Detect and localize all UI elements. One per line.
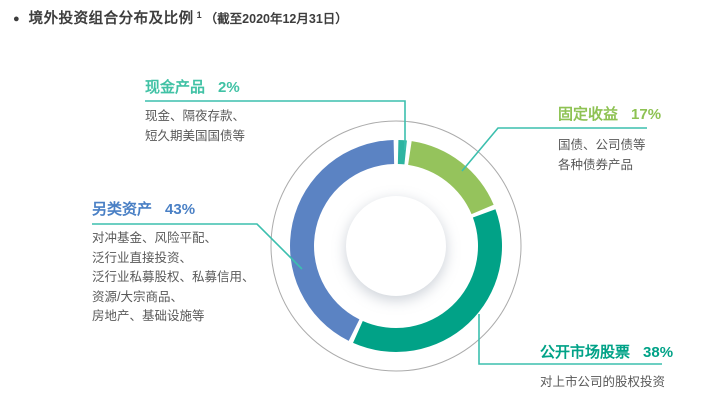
leader-line-cash [145, 100, 406, 150]
callout-public-equities-percent: 38% [643, 344, 674, 361]
callout-public-equities-label: 公开市场股票 38% [540, 341, 673, 362]
description-line: 资源/大宗商品、 [92, 289, 183, 304]
description-line: 各种债券产品 [558, 158, 634, 172]
callout-public-equities: 公开市场股票 38% 对上市公司的股权投资 [540, 341, 673, 392]
callout-alternatives-percent: 43% [165, 201, 196, 218]
description-line: 房地产、基础设施等 [92, 309, 205, 323]
description-line: 泛行业直接投资、 [92, 250, 193, 265]
donut-segments [290, 140, 503, 353]
callout-cash-label: 现金产品 2% [145, 76, 245, 97]
callout-cash-name: 现金产品 [145, 79, 206, 96]
bullet-icon: ● [13, 13, 20, 25]
callout-fixed-income-name: 固定收益 [558, 106, 619, 123]
section-title-date: （截至2020年12月31日） [204, 12, 348, 26]
callout-alternatives-label: 另类资产 43% [92, 198, 255, 219]
leader-line-alternatives [92, 223, 303, 270]
description-line: 现金、隔夜存款、 [145, 109, 246, 123]
leader-line-fixed-income [461, 127, 647, 172]
section-title: ● 境外投资组合分布及比例 1 （截至2020年12月31日） [13, 10, 348, 28]
donut-segment-public-market-equities [353, 209, 503, 353]
callout-public-equities-description: 对上市公司的股权投资 [540, 372, 673, 392]
description-line: 泛行业私募股权、私募信用、 [92, 270, 255, 284]
callout-fixed-income: 固定收益 17% 国债、公司债等 各种债券产品 [558, 103, 661, 175]
description-line: 对冲基金、风险平配、 [92, 231, 218, 245]
donut-segment-fixed-income [408, 141, 494, 215]
outer-guide-circle [270, 120, 522, 372]
callout-alternatives: 另类资产 43% 对冲基金、风险平配、 泛行业直接投资、泛行业私募股权、私募信用、… [92, 198, 255, 327]
callout-fixed-income-label: 固定收益 17% [558, 103, 661, 124]
callout-alternatives-name: 另类资产 [92, 201, 153, 218]
callout-cash: 现金产品 2% 现金、隔夜存款、 短久期美国国债等 [145, 76, 245, 146]
callout-fixed-income-percent: 17% [631, 106, 662, 123]
section-title-text: 境外投资组合分布及比例 [28, 11, 194, 27]
donut-segment-alternatives [290, 140, 395, 341]
callout-cash-percent: 2% [218, 79, 240, 96]
description-line: 对上市公司的股权投资 [540, 375, 666, 389]
footnote-marker: 1 [196, 10, 202, 20]
description-line: 短久期美国国债等 [145, 129, 246, 143]
leader-line-public-equities [478, 314, 662, 365]
description-line: 国债、公司债等 [558, 138, 646, 152]
callout-cash-description: 现金、隔夜存款、 短久期美国国债等 [145, 106, 245, 146]
callout-public-equities-name: 公开市场股票 [540, 344, 631, 361]
donut-center-disc [346, 196, 446, 296]
callout-fixed-income-description: 国债、公司债等 各种债券产品 [558, 135, 661, 175]
callout-alternatives-description: 对冲基金、风险平配、 泛行业直接投资、泛行业私募股权、私募信用、 资源/大宗商品、房… [92, 229, 255, 327]
